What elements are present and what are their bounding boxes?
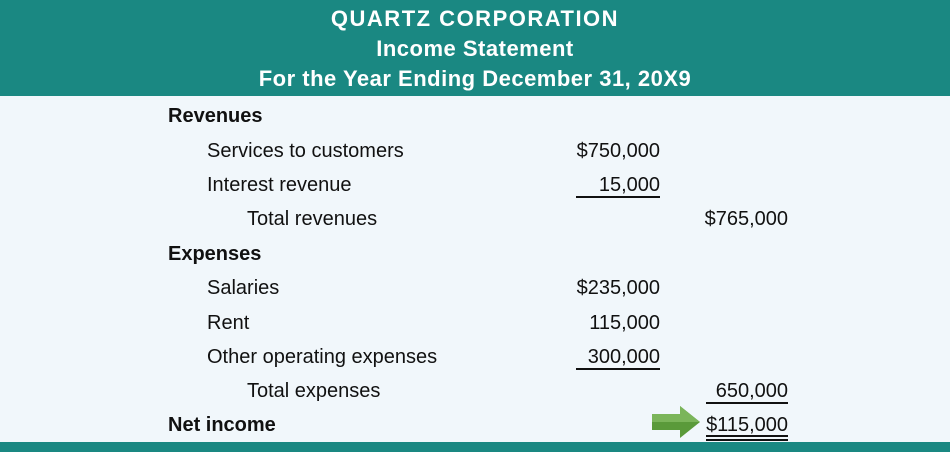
expenses-heading-row: Expenses [0, 238, 950, 272]
total-revenues-amount: $765,000 [704, 208, 788, 230]
other-expenses-label: Other operating expenses [207, 346, 438, 368]
revenues-heading-row: Revenues [0, 100, 950, 134]
services-amount: $750,000 [576, 140, 660, 162]
rent-amount: 115,000 [589, 312, 660, 334]
net-income-double-rule [706, 435, 788, 441]
services-label: Services to customers [207, 140, 404, 162]
total-expenses-rule [706, 402, 788, 404]
total-expenses-label: Total expenses [247, 380, 381, 402]
rent-row: Rent 115,000 [0, 307, 950, 341]
services-row: Services to customers $750,000 [0, 135, 950, 169]
rent-label: Rent [207, 312, 250, 334]
total-expenses-row: Total expenses 650,000 [0, 375, 950, 409]
statement-header: QUARTZ CORPORATION Income Statement For … [0, 0, 950, 96]
expenses-subtotal-rule [576, 368, 660, 370]
interest-row: Interest revenue 15,000 [0, 169, 950, 203]
arrow-right-icon [652, 406, 700, 438]
salaries-amount: $235,000 [576, 277, 660, 299]
total-expenses-amount: 650,000 [715, 380, 788, 402]
other-expenses-amount: 300,000 [587, 346, 660, 368]
interest-label: Interest revenue [207, 174, 352, 196]
total-revenues-label: Total revenues [247, 208, 378, 230]
salaries-label: Salaries [207, 277, 280, 299]
net-income-label: Net income [168, 414, 276, 436]
net-income-row: Net income $115,000 [0, 409, 950, 443]
statement-title: Income Statement [376, 36, 574, 61]
revenues-subtotal-rule [576, 196, 660, 198]
interest-amount: 15,000 [598, 174, 660, 196]
salaries-row: Salaries $235,000 [0, 272, 950, 306]
expenses-heading: Expenses [168, 243, 262, 265]
revenues-heading: Revenues [168, 105, 263, 127]
company-name: QUARTZ CORPORATION [330, 6, 620, 31]
net-income-amount: $115,000 [706, 414, 788, 436]
footer-bar [0, 442, 950, 452]
statement-period: For the Year Ending December 31, 20X9 [258, 66, 692, 91]
total-revenues-row: Total revenues $765,000 [0, 203, 950, 237]
other-expenses-row: Other operating expenses 300,000 [0, 341, 950, 375]
